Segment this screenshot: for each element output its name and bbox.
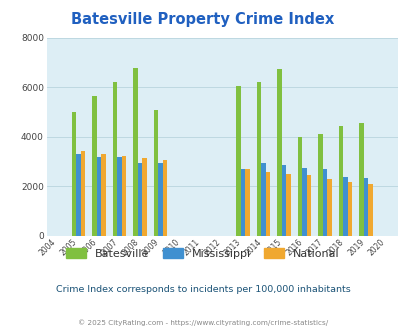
Bar [133,68,138,236]
Bar [117,157,121,236]
Bar [297,137,301,236]
Bar [153,110,158,236]
Bar [96,157,101,236]
Bar [142,158,147,236]
Bar [138,163,142,236]
Bar [326,179,331,236]
Bar [342,177,347,236]
Bar [367,184,372,236]
Legend: Batesville, Mississippi, National: Batesville, Mississippi, National [62,244,343,263]
Bar [240,169,245,236]
Bar [92,96,96,236]
Bar [235,86,240,236]
Bar [162,160,167,236]
Bar [363,178,367,236]
Text: Batesville Property Crime Index: Batesville Property Crime Index [71,12,334,26]
Bar [277,69,281,236]
Bar [76,154,81,236]
Bar [338,126,342,236]
Bar [358,123,363,236]
Bar [256,82,260,236]
Bar [265,172,269,236]
Bar [158,163,162,236]
Bar [122,155,126,236]
Bar [347,182,352,236]
Bar [72,112,76,236]
Bar [306,175,311,236]
Bar [322,169,326,236]
Bar [301,168,306,236]
Bar [81,150,85,236]
Bar [286,174,290,236]
Bar [113,82,117,236]
Text: © 2025 CityRating.com - https://www.cityrating.com/crime-statistics/: © 2025 CityRating.com - https://www.city… [78,319,327,326]
Bar [318,135,322,236]
Bar [260,163,265,236]
Bar [281,165,286,236]
Bar [101,154,106,236]
Text: Crime Index corresponds to incidents per 100,000 inhabitants: Crime Index corresponds to incidents per… [55,285,350,294]
Bar [245,169,249,236]
